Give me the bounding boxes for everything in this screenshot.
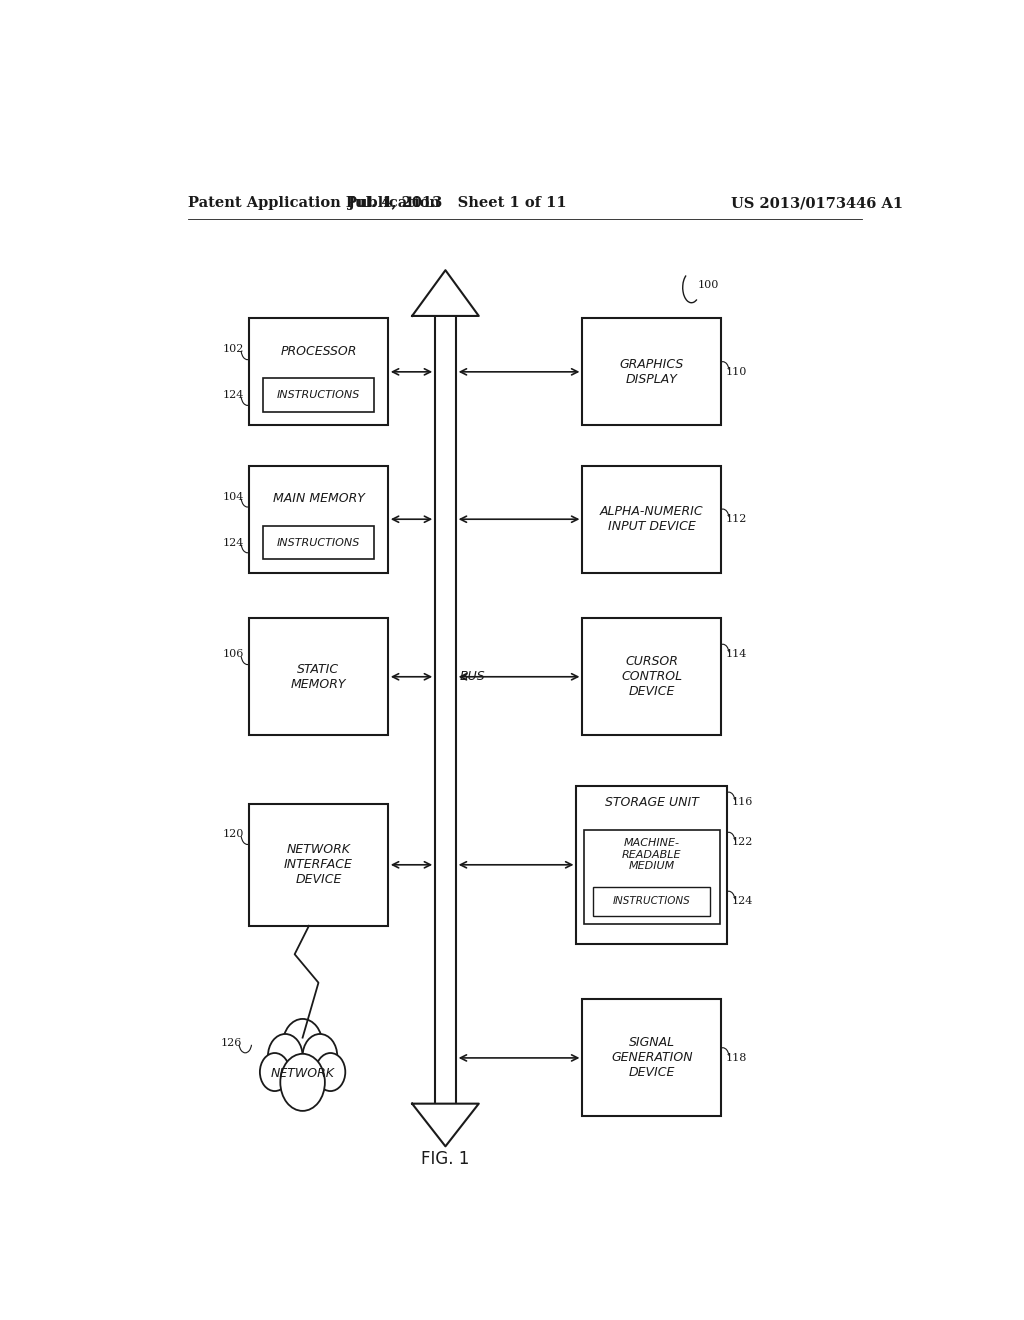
Text: PROCESSOR: PROCESSOR [281, 345, 356, 358]
Text: 124: 124 [732, 896, 754, 907]
Text: NETWORK: NETWORK [270, 1067, 335, 1080]
FancyBboxPatch shape [584, 830, 720, 924]
Text: 102: 102 [223, 345, 245, 355]
Text: 104: 104 [223, 492, 245, 502]
Text: ALPHA-NUMERIC
INPUT DEVICE: ALPHA-NUMERIC INPUT DEVICE [600, 506, 703, 533]
Text: 120: 120 [223, 829, 245, 840]
FancyBboxPatch shape [583, 318, 721, 425]
Text: 124: 124 [223, 537, 245, 548]
FancyBboxPatch shape [583, 999, 721, 1117]
Text: STORAGE UNIT: STORAGE UNIT [605, 796, 698, 809]
Text: 118: 118 [726, 1053, 748, 1063]
Text: 124: 124 [223, 391, 245, 400]
Text: INSTRUCTIONS: INSTRUCTIONS [276, 391, 360, 400]
Text: 114: 114 [726, 649, 748, 660]
Text: INSTRUCTIONS: INSTRUCTIONS [613, 896, 690, 907]
Text: Patent Application Publication: Patent Application Publication [187, 197, 439, 210]
FancyBboxPatch shape [249, 318, 388, 425]
Text: CURSOR
CONTROL
DEVICE: CURSOR CONTROL DEVICE [622, 655, 682, 698]
Text: INSTRUCTIONS: INSTRUCTIONS [276, 537, 360, 548]
Text: 122: 122 [732, 837, 754, 847]
Circle shape [315, 1053, 345, 1092]
Text: FIG. 1: FIG. 1 [421, 1150, 470, 1167]
FancyBboxPatch shape [583, 618, 721, 735]
Text: 126: 126 [221, 1038, 242, 1048]
Text: GRAPHICS
DISPLAY: GRAPHICS DISPLAY [620, 358, 684, 385]
Text: US 2013/0173446 A1: US 2013/0173446 A1 [731, 197, 903, 210]
Text: BUS: BUS [460, 671, 485, 684]
FancyBboxPatch shape [249, 618, 388, 735]
Text: 100: 100 [697, 280, 719, 290]
Circle shape [283, 1019, 323, 1069]
FancyBboxPatch shape [249, 466, 388, 573]
Circle shape [268, 1034, 303, 1078]
FancyBboxPatch shape [263, 525, 374, 560]
Text: 106: 106 [223, 649, 245, 660]
Polygon shape [412, 1104, 479, 1146]
Text: MACHINE-
READABLE
MEDIUM: MACHINE- READABLE MEDIUM [622, 838, 682, 871]
Text: 112: 112 [726, 515, 748, 524]
Text: Jul. 4, 2013   Sheet 1 of 11: Jul. 4, 2013 Sheet 1 of 11 [348, 197, 566, 210]
FancyBboxPatch shape [583, 466, 721, 573]
Text: SIGNAL
GENERATION
DEVICE: SIGNAL GENERATION DEVICE [611, 1036, 692, 1080]
Text: STATIC
MEMORY: STATIC MEMORY [291, 663, 346, 690]
Circle shape [303, 1034, 337, 1078]
Text: MAIN MEMORY: MAIN MEMORY [272, 492, 365, 506]
Circle shape [260, 1053, 290, 1092]
FancyBboxPatch shape [577, 785, 727, 944]
FancyBboxPatch shape [594, 887, 710, 916]
FancyBboxPatch shape [249, 804, 388, 925]
Text: NETWORK
INTERFACE
DEVICE: NETWORK INTERFACE DEVICE [284, 843, 353, 886]
FancyBboxPatch shape [263, 379, 374, 412]
Circle shape [281, 1053, 325, 1111]
Text: 116: 116 [732, 797, 754, 808]
Polygon shape [412, 271, 479, 315]
Text: 110: 110 [726, 367, 748, 376]
